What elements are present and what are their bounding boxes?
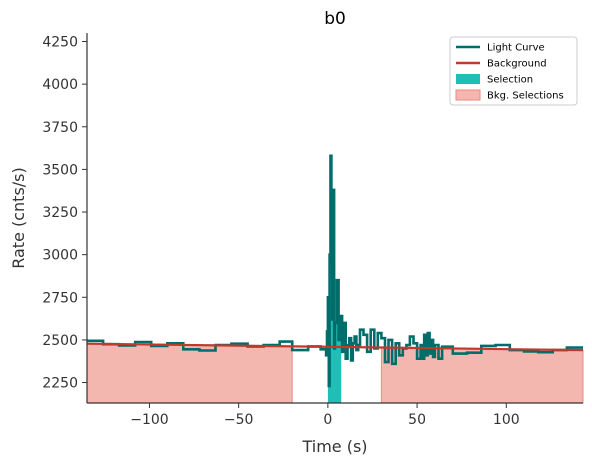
y-tick-label: 3750 — [42, 120, 78, 136]
legend-box — [449, 36, 578, 106]
y-tick-label: 3250 — [42, 205, 78, 221]
background-fit-line — [86, 342, 584, 352]
x-axis-label: Time (s) — [301, 437, 367, 456]
axes — [86, 33, 583, 404]
bkg-selection-region-1 — [380, 347, 584, 404]
x-tick-label: 50 — [408, 412, 426, 428]
legend: Light Curve Background Selection Bkg. Selec… — [449, 36, 578, 106]
legend-label: Background — [487, 59, 547, 70]
y-ticks: 2250 2500 2750 3000 3250 3500 3750 4000 4250 — [42, 35, 87, 392]
x-ticks: −100 −50 0 50 100 — [130, 403, 520, 428]
y-tick-label: 4000 — [42, 77, 78, 93]
y-axis-label: Rate (cnts/s) — [9, 167, 28, 269]
x-tick-label: −50 — [224, 412, 254, 428]
y-tick-label: 2750 — [42, 290, 78, 306]
bkg-selection-region-0 — [86, 343, 293, 404]
legend-swatch — [456, 74, 480, 84]
background-layer — [86, 342, 584, 352]
y-tick-label: 2250 — [42, 376, 78, 392]
legend-swatch — [455, 89, 481, 101]
y-tick-label: 4250 — [42, 35, 78, 51]
y-tick-label: 3500 — [42, 162, 78, 178]
legend-label: Selection — [487, 75, 533, 86]
legend-label: Light Curve — [487, 43, 545, 54]
x-tick-label: −100 — [130, 412, 168, 428]
chart-title: b0 — [324, 9, 346, 29]
y-tick-label: 2500 — [42, 333, 78, 349]
x-tick-label: 0 — [323, 412, 332, 428]
x-tick-label: 100 — [493, 412, 520, 428]
y-tick-label: 3000 — [42, 248, 78, 264]
legend-label: Bkg. Selections — [487, 91, 564, 102]
